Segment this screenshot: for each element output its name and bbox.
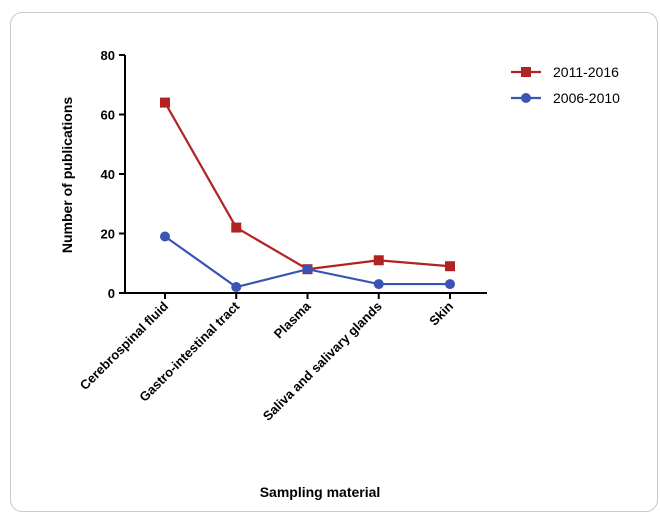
legend-label: 2006-2010: [553, 90, 620, 106]
legend: 2011-2016 2006-2010: [511, 64, 620, 106]
series-2011-2016: [160, 97, 455, 275]
y-tick-label: 40: [101, 167, 115, 182]
series-layer: [160, 97, 455, 293]
x-tick-label: Skin: [426, 298, 456, 328]
data-point: [231, 282, 242, 293]
series-2006-2010: [160, 231, 455, 293]
x-axis-title: Sampling material: [260, 484, 381, 500]
y-tick-label: 0: [108, 286, 115, 301]
y-tick-label: 80: [101, 48, 115, 63]
y-tick-label: 60: [101, 108, 115, 123]
chart-card: [10, 12, 658, 512]
data-point: [160, 231, 170, 242]
legend-label: 2011-2016: [553, 64, 619, 80]
legend-entry: 2006-2010: [511, 90, 620, 106]
legend-marker: [521, 93, 531, 103]
data-point: [445, 261, 455, 272]
x-tick-label: Saliva and salivary glands: [260, 299, 385, 424]
legend-marker: [521, 67, 531, 77]
x-tick-label: Plasma: [271, 298, 314, 341]
data-point: [231, 222, 242, 233]
data-point: [373, 255, 384, 266]
legend-entry: 2011-2016: [511, 64, 619, 80]
data-point: [373, 279, 384, 290]
data-point: [160, 97, 170, 108]
y-tick-label: 20: [101, 227, 115, 242]
y-axis-title: Number of publications: [59, 97, 75, 254]
series-line: [164, 102, 451, 271]
data-point: [302, 264, 313, 275]
data-point: [445, 279, 455, 290]
